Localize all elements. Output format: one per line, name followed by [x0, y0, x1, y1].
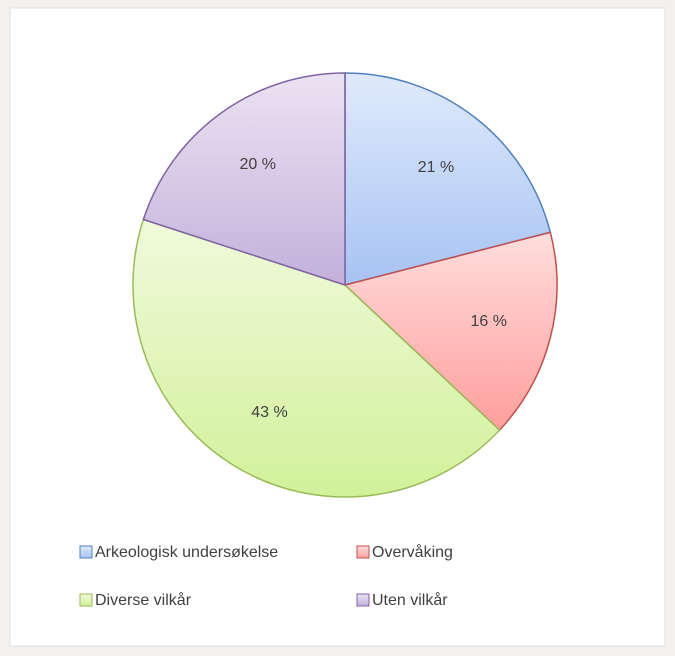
data-label: 16 % — [471, 313, 507, 330]
legend-swatch — [356, 593, 370, 607]
pie-slice — [343, 231, 558, 432]
pie-slice — [142, 72, 346, 287]
pie-slice — [132, 218, 501, 498]
legend-label: Uten vilkår — [372, 591, 448, 609]
legend-swatch — [79, 545, 93, 559]
legend-label: Diverse vilkår — [95, 591, 192, 609]
legend-swatch — [356, 545, 370, 559]
pie-slice — [344, 72, 552, 286]
data-label: 21 % — [418, 159, 454, 176]
data-label: 20 % — [240, 156, 276, 173]
legend-swatch — [79, 593, 93, 607]
legend-label: Arkeologisk undersøkelse — [95, 544, 278, 561]
legend-label: Overvåking — [372, 543, 453, 561]
data-label: 43 % — [251, 404, 287, 421]
